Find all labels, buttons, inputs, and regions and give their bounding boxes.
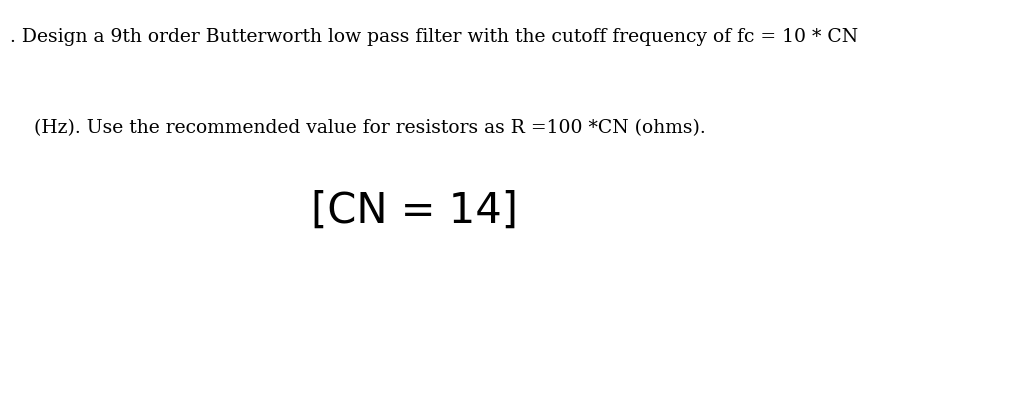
Text: (Hz). Use the recommended value for resistors as R =100 *CN (ohms).: (Hz). Use the recommended value for resi… — [10, 119, 706, 137]
Text: [CN = 14]: [CN = 14] — [311, 190, 518, 232]
Text: . Design a 9th order Butterworth low pass filter with the cutoff frequency of fc: . Design a 9th order Butterworth low pas… — [10, 28, 857, 46]
